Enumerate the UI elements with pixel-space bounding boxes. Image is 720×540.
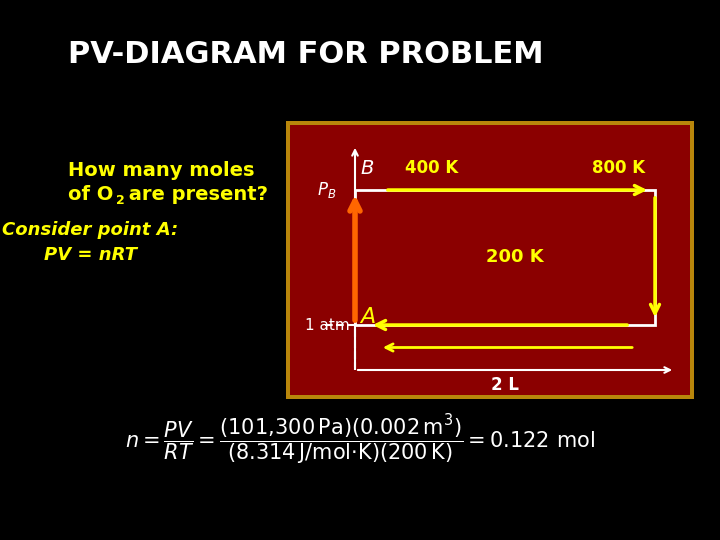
Text: 400 K: 400 K (405, 159, 458, 177)
Text: 1 atm: 1 atm (305, 318, 350, 333)
Text: PV-DIAGRAM FOR PROBLEM: PV-DIAGRAM FOR PROBLEM (68, 40, 544, 69)
Text: 2 L: 2 L (491, 376, 519, 394)
Text: Consider point A:: Consider point A: (2, 221, 178, 239)
Text: $n = \dfrac{PV}{RT} = \dfrac{(101,\!300\,\mathrm{Pa})(0.002\,\mathrm{m}^3)}{(8.3: $n = \dfrac{PV}{RT} = \dfrac{(101,\!300\… (125, 413, 595, 467)
Text: of O: of O (68, 186, 113, 205)
Text: 200 K: 200 K (486, 248, 544, 267)
Text: $P_B$: $P_B$ (317, 180, 336, 200)
Bar (355, 190, 655, 325)
Bar (290, 125, 690, 395)
Text: 2: 2 (116, 193, 125, 206)
Text: How many moles: How many moles (68, 160, 254, 179)
Text: 800 K: 800 K (592, 159, 645, 177)
Bar (286, 121, 694, 399)
Text: PV = nRT: PV = nRT (43, 246, 137, 264)
Text: are present?: are present? (122, 186, 268, 205)
Text: $A$: $A$ (359, 307, 375, 327)
Text: $\it{B}$: $\it{B}$ (360, 159, 374, 178)
